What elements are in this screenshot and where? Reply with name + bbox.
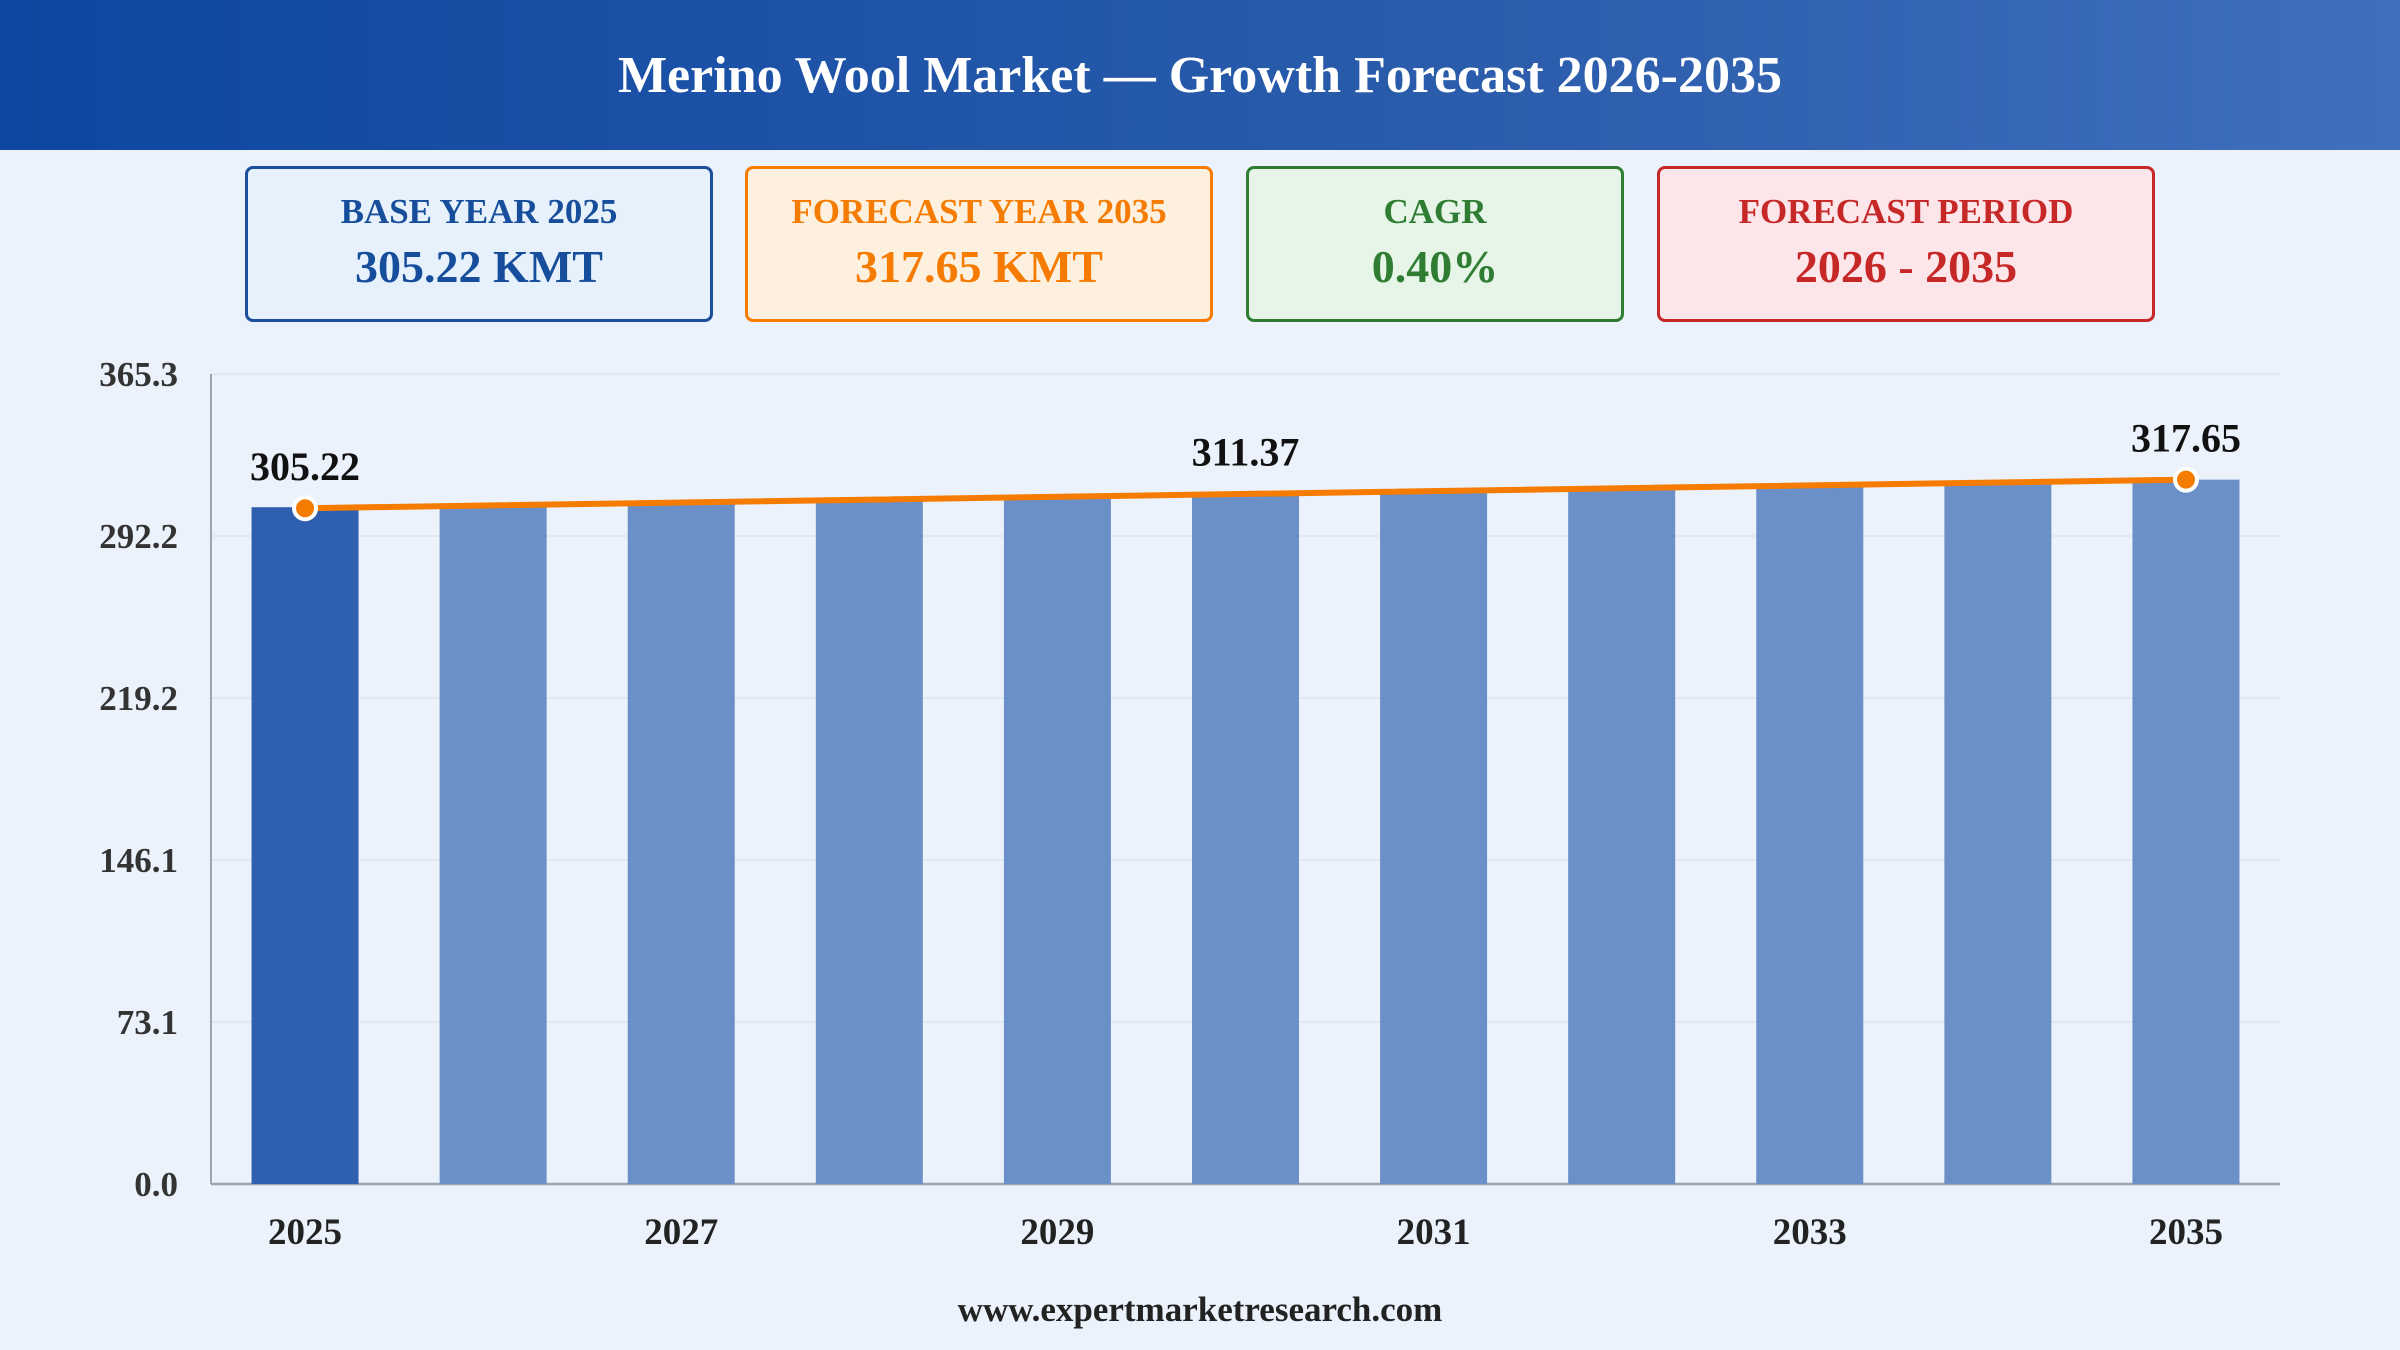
y-tick-label: 365.3	[99, 355, 178, 394]
data-label: 317.65	[2131, 416, 2241, 461]
y-tick-label: 292.2	[99, 517, 178, 556]
forecast-period-card: FORECAST PERIOD 2026 - 2035	[1657, 166, 2155, 322]
bar-2026	[439, 504, 547, 1184]
bar-2032	[1568, 488, 1676, 1185]
x-tick-label: 2035	[2149, 1212, 2223, 1253]
bar-2031	[1380, 490, 1488, 1184]
bar-2027	[627, 501, 735, 1184]
y-tick-label: 219.2	[99, 679, 178, 718]
x-tick-label: 2025	[268, 1212, 342, 1253]
y-tick-label: 146.1	[99, 841, 178, 880]
data-point-marker	[2172, 466, 2199, 493]
base-year-card: BASE YEAR 2025 305.22 KMT	[245, 166, 713, 322]
forecast-year-label: FORECAST YEAR 2035	[791, 192, 1167, 232]
header-bar: Merino Wool Market — Growth Forecast 202…	[0, 0, 2400, 150]
cagr-card: CAGR 0.40%	[1246, 166, 1624, 322]
trend-line	[302, 476, 2189, 512]
forecast-year-card: FORECAST YEAR 2035 317.65 KMT	[745, 166, 1213, 322]
bar-2034	[1944, 482, 2052, 1184]
page-title: Merino Wool Market — Growth Forecast 202…	[617, 46, 1783, 104]
forecast-period-value: 2026 - 2035	[1794, 241, 2018, 293]
data-point-marker	[292, 495, 319, 522]
x-tick-label: 2033	[1773, 1212, 1847, 1253]
bar-2028	[815, 499, 923, 1185]
data-label: 311.37	[1192, 430, 1300, 475]
forecast-period-label: FORECAST PERIOD	[1738, 192, 2074, 232]
base-year-label: BASE YEAR 2025	[340, 192, 618, 232]
x-tick-label: 2027	[644, 1212, 718, 1253]
x-tick-label: 2031	[1397, 1212, 1471, 1253]
forecast-year-value: 317.65 KMT	[855, 241, 1103, 293]
bar-2035	[2132, 479, 2240, 1184]
y-tick-label: 0.0	[134, 1165, 178, 1204]
bar-2033	[1756, 485, 1864, 1184]
bar-2030	[1192, 493, 1299, 1184]
bar-2025	[251, 507, 359, 1184]
cagr-label: CAGR	[1383, 192, 1487, 232]
data-label: 305.22	[250, 444, 360, 489]
cagr-value: 0.40%	[1371, 241, 1499, 293]
bar-2029	[1003, 496, 1111, 1184]
base-year-value: 305.22 KMT	[355, 241, 603, 293]
footer-url: www.expertmarketresearch.com	[957, 1290, 1443, 1329]
y-tick-label: 73.1	[117, 1003, 178, 1042]
x-tick-label: 2029	[1020, 1212, 1094, 1253]
